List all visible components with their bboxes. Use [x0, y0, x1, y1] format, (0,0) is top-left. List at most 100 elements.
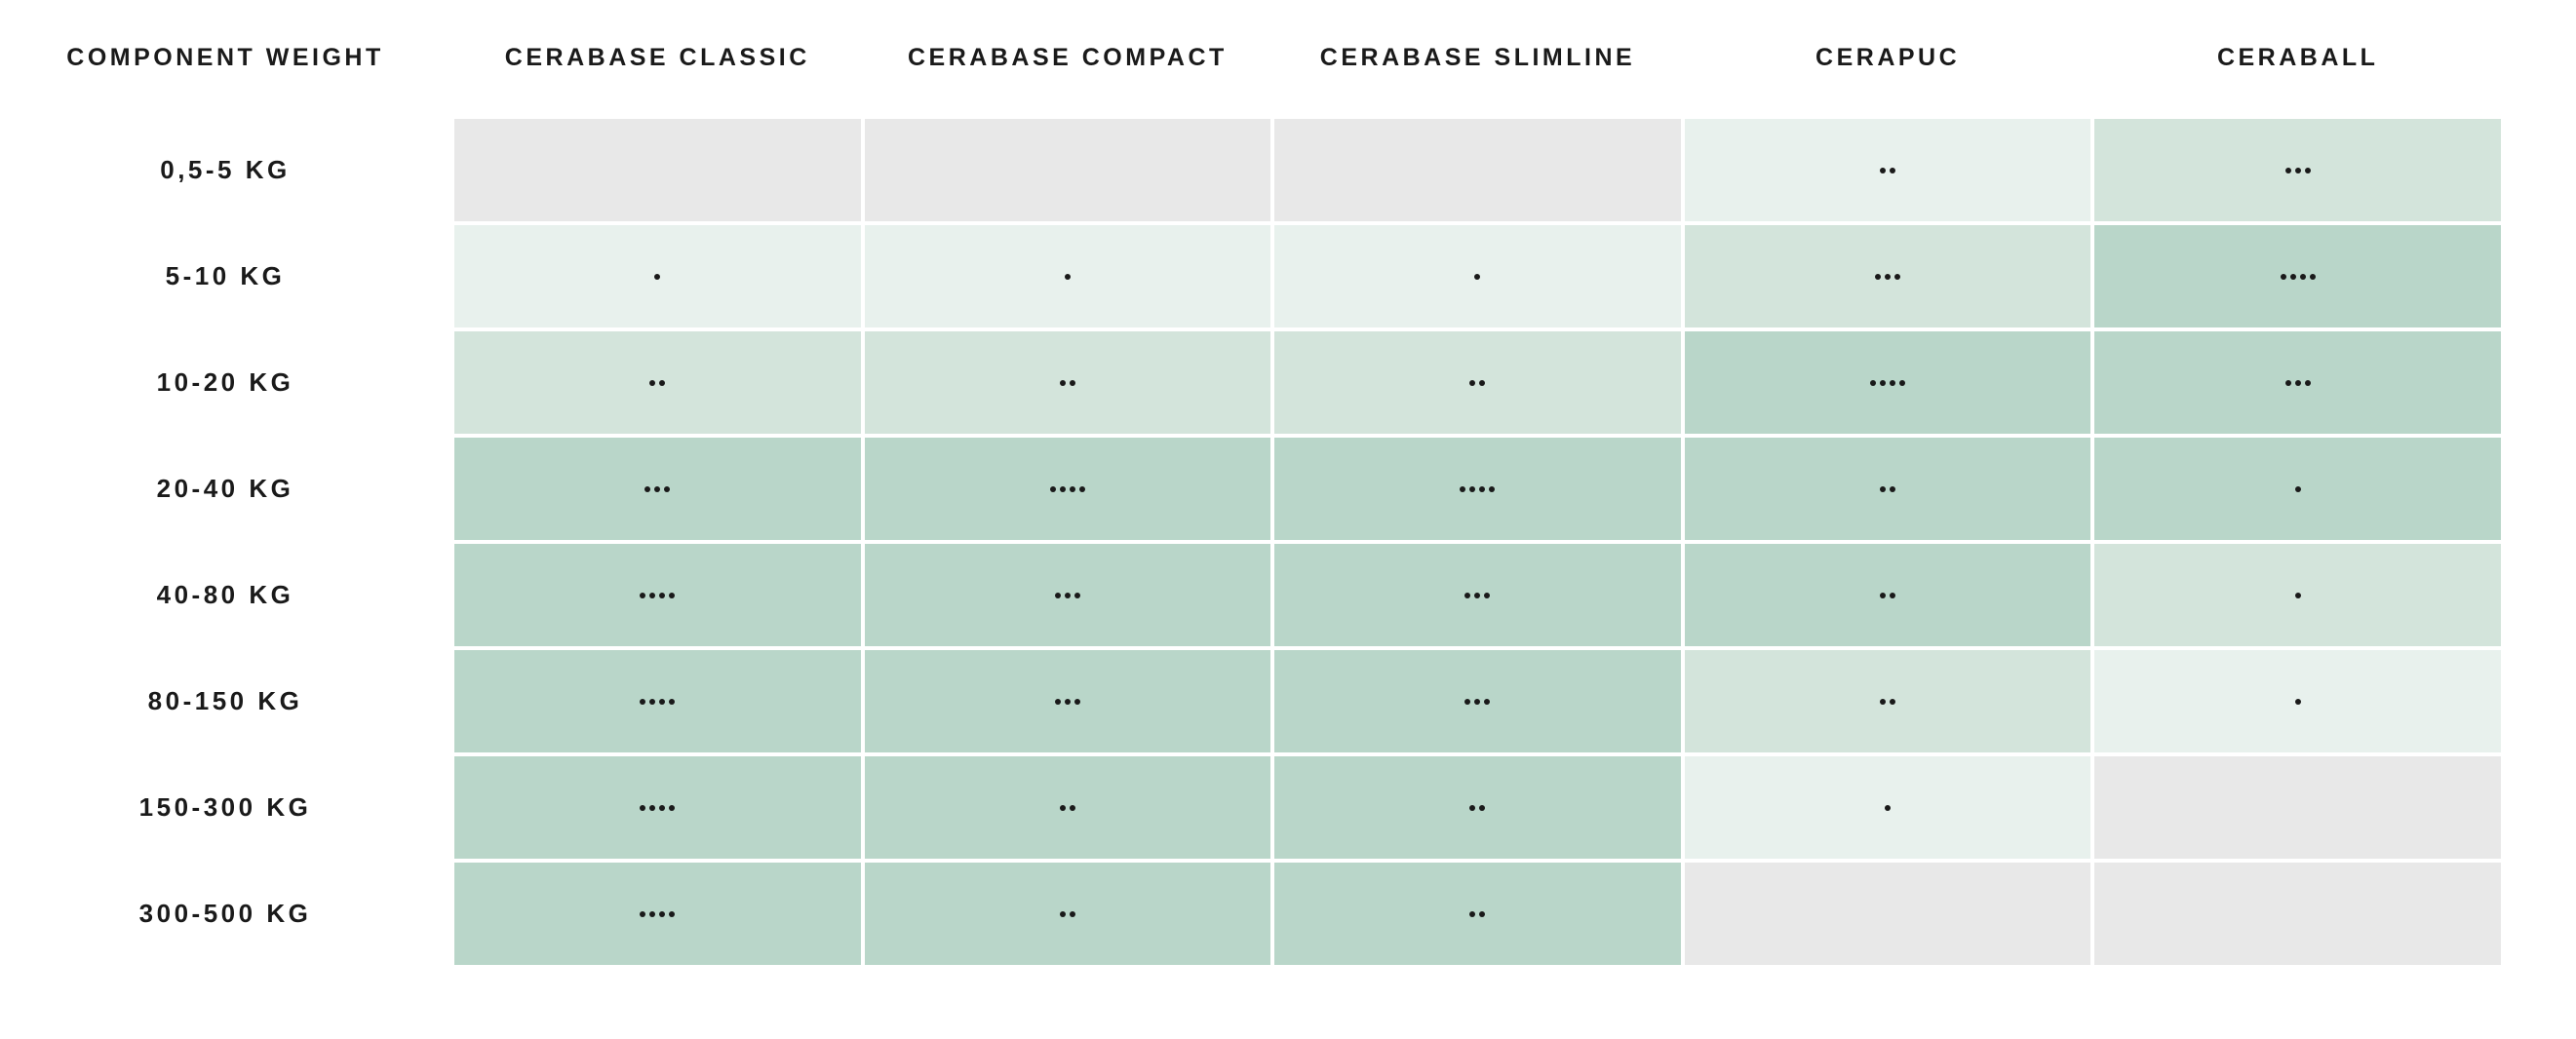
rating-dot-icon — [659, 592, 666, 598]
column-header-component-weight: COMPONENT WEIGHT — [0, 0, 450, 115]
rating-dot-icon — [1484, 698, 1491, 705]
rating-dot-icon — [2299, 273, 2306, 280]
rating-dot-icon — [1899, 379, 1906, 386]
rating-dot-icon — [1460, 485, 1466, 492]
rating-dot-icon — [1875, 273, 1882, 280]
matrix-cell — [1684, 544, 2091, 646]
rating-dots — [1469, 863, 1486, 965]
rating-dot-icon — [640, 910, 646, 917]
rating-dots — [1885, 756, 1892, 859]
rating-dots — [1469, 331, 1486, 434]
matrix-cell — [2094, 544, 2501, 646]
rating-dot-icon — [669, 910, 676, 917]
matrix-cell — [1684, 756, 2091, 859]
rating-dot-icon — [1069, 485, 1075, 492]
rating-dots — [1880, 119, 1896, 221]
rating-dots — [1054, 544, 1080, 646]
row-label: 40-80 KG — [0, 544, 450, 646]
rating-dot-icon — [1479, 379, 1486, 386]
rating-dots — [1059, 331, 1075, 434]
matrix-cell — [454, 225, 861, 327]
rating-dots — [2294, 438, 2301, 540]
rating-dot-icon — [1464, 592, 1471, 598]
rating-dots — [1469, 756, 1486, 859]
rating-dots — [1880, 438, 1896, 540]
row-label: 80-150 KG — [0, 650, 450, 752]
rating-dot-icon — [669, 592, 676, 598]
rating-dots — [1049, 438, 1085, 540]
matrix-cell — [1684, 438, 2091, 540]
matrix-cell — [454, 544, 861, 646]
rating-dot-icon — [1064, 592, 1071, 598]
rating-dot-icon — [1469, 379, 1476, 386]
rating-dot-icon — [669, 804, 676, 811]
matrix-cell — [1684, 863, 2091, 965]
matrix-cell — [1274, 438, 1681, 540]
matrix-cell — [864, 331, 1271, 434]
matrix-cell — [864, 119, 1271, 221]
rating-dot-icon — [659, 910, 666, 917]
rating-dot-icon — [2280, 273, 2286, 280]
rating-dot-icon — [1880, 698, 1887, 705]
matrix-cell — [2094, 119, 2501, 221]
matrix-cell — [1274, 119, 1681, 221]
matrix-cell — [1274, 650, 1681, 752]
rating-dot-icon — [654, 485, 661, 492]
rating-dot-icon — [640, 804, 646, 811]
matrix-cell — [864, 225, 1271, 327]
rating-dot-icon — [649, 592, 656, 598]
rating-dot-icon — [2304, 167, 2311, 173]
rating-dot-icon — [649, 910, 656, 917]
rating-dot-icon — [2294, 379, 2301, 386]
rating-dot-icon — [1059, 910, 1066, 917]
matrix-cell — [864, 863, 1271, 965]
rating-dot-icon — [649, 698, 656, 705]
row-label: 300-500 KG — [0, 863, 450, 965]
rating-dots — [1064, 225, 1071, 327]
rating-dots — [640, 756, 676, 859]
matrix-cell — [454, 438, 861, 540]
column-header-cerapuc: CERAPUC — [1684, 0, 2091, 115]
matrix-cell — [2094, 756, 2501, 859]
matrix-cell — [2094, 225, 2501, 327]
rating-dots — [2294, 544, 2301, 646]
rating-dot-icon — [664, 485, 671, 492]
rating-dot-icon — [1474, 592, 1481, 598]
rating-dots — [2284, 119, 2311, 221]
rating-dots — [1464, 650, 1491, 752]
row-label: 150-300 KG — [0, 756, 450, 859]
matrix-cell — [454, 863, 861, 965]
rating-dot-icon — [1059, 804, 1066, 811]
matrix-cell — [454, 650, 861, 752]
rating-dots — [1870, 331, 1906, 434]
rating-dot-icon — [1049, 485, 1056, 492]
matrix-cell — [1274, 756, 1681, 859]
rating-dots — [640, 650, 676, 752]
rating-dot-icon — [1880, 592, 1887, 598]
rating-dot-icon — [2284, 379, 2291, 386]
matrix-cell — [1274, 863, 1681, 965]
rating-dot-icon — [1469, 485, 1476, 492]
rating-dot-icon — [1479, 910, 1486, 917]
rating-dot-icon — [1054, 592, 1061, 598]
column-header-cerabase-classic: CERABASE CLASSIC — [454, 0, 861, 115]
rating-dot-icon — [1078, 485, 1085, 492]
matrix-cell — [864, 756, 1271, 859]
rating-dot-icon — [659, 804, 666, 811]
rating-dots — [2280, 225, 2316, 327]
rating-dots — [1059, 756, 1075, 859]
rating-dot-icon — [669, 698, 676, 705]
rating-dots — [1880, 650, 1896, 752]
rating-dot-icon — [1069, 379, 1075, 386]
column-header-cerabase-compact: CERABASE COMPACT — [864, 0, 1271, 115]
rating-dot-icon — [1469, 804, 1476, 811]
rating-dots — [1880, 544, 1896, 646]
rating-dot-icon — [1484, 592, 1491, 598]
matrix-cell — [1684, 225, 2091, 327]
rating-dots — [649, 331, 666, 434]
matrix-cell — [1684, 650, 2091, 752]
rating-dot-icon — [1069, 804, 1075, 811]
rating-dot-icon — [1073, 592, 1080, 598]
rating-dot-icon — [1880, 167, 1887, 173]
rating-dot-icon — [649, 804, 656, 811]
